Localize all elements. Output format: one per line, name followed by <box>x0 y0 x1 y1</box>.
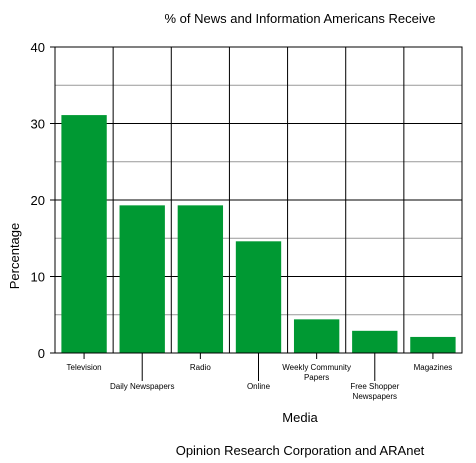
bars <box>61 115 456 354</box>
x-category-label: Television <box>67 363 102 372</box>
bar <box>61 115 107 354</box>
x-axis-categories: Television Daily Newspapers Radio Online Wee… <box>67 353 453 401</box>
x-category-label: Radio <box>190 363 211 372</box>
y-tick-label: 30 <box>31 117 45 132</box>
chart-title: % of News and Information Americans Rece… <box>165 11 436 26</box>
bar <box>293 319 340 353</box>
y-tick-label: 40 <box>31 40 45 55</box>
x-category-label: Papers <box>304 373 329 382</box>
y-tick-label: 20 <box>31 193 45 208</box>
y-tick-label: 10 <box>31 270 45 285</box>
y-axis-label: Percentage <box>7 223 22 290</box>
x-category-label: Weekly Community <box>282 363 351 372</box>
bar <box>235 241 282 353</box>
y-axis-ticks: 0 10 20 30 40 <box>31 40 55 361</box>
x-category-label: Daily Newspapers <box>110 382 174 391</box>
bar <box>410 336 456 353</box>
bar <box>177 205 224 353</box>
x-category-label: Magazines <box>414 363 453 372</box>
x-axis-label: Media <box>282 410 318 425</box>
source-caption: Opinion Research Corporation and ARAnet <box>176 443 425 458</box>
x-category-label: Newspapers <box>353 392 397 401</box>
bar <box>352 330 398 353</box>
y-tick-label: 0 <box>38 346 45 361</box>
bar <box>119 205 165 353</box>
x-category-label: Online <box>247 382 271 391</box>
x-category-label: Free Shopper <box>350 382 399 391</box>
